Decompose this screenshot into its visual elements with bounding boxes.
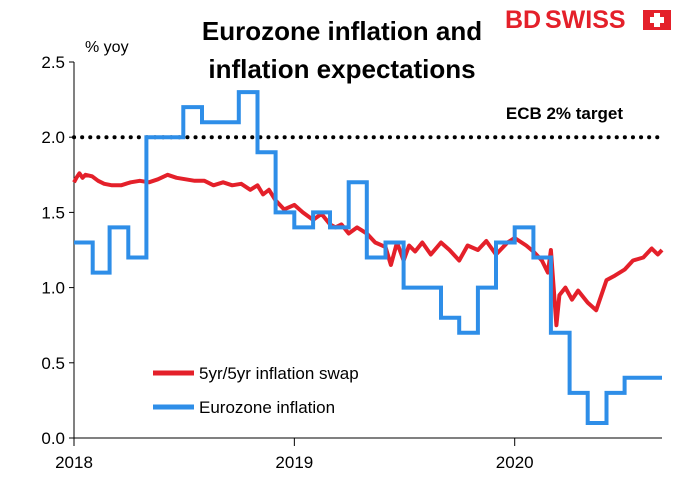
ecb-target-label: ECB 2% target [506,104,623,123]
legend-label-inflation-swap: 5yr/5yr inflation swap [199,364,359,383]
legend-label-eurozone-inflation: Eurozone inflation [199,398,335,417]
brand-logo-bd: BD [505,6,541,34]
y-tick-label: 2.5 [41,53,65,72]
legend: 5yr/5yr inflation swap Eurozone inflatio… [153,364,359,417]
brand-logo-swiss: SWISS [545,6,626,34]
y-tick-label: 2.0 [41,128,65,147]
chart-title-line-1: Eurozone inflation and [202,16,482,46]
brand-logo: BD SWISS [505,6,671,34]
x-tick-label: 2018 [55,453,93,472]
chart-title-line-2: inflation expectations [208,54,475,84]
series-line-eurozone-inflation [74,90,662,425]
brand-flag-icon [643,10,671,30]
y-tick-label: 0.5 [41,354,65,373]
y-axis-unit-label: % yoy [85,39,129,56]
x-axis-ticks: 2018 2019 2020 [55,438,534,472]
y-tick-label: 1.0 [41,279,65,298]
y-axis-ticks: 0.0 0.5 1.0 1.5 2.0 2.5 [41,53,74,448]
y-tick-label: 0.0 [41,429,65,448]
x-tick-label: 2019 [275,453,313,472]
x-tick-label: 2020 [496,453,534,472]
y-tick-label: 1.5 [41,203,65,222]
